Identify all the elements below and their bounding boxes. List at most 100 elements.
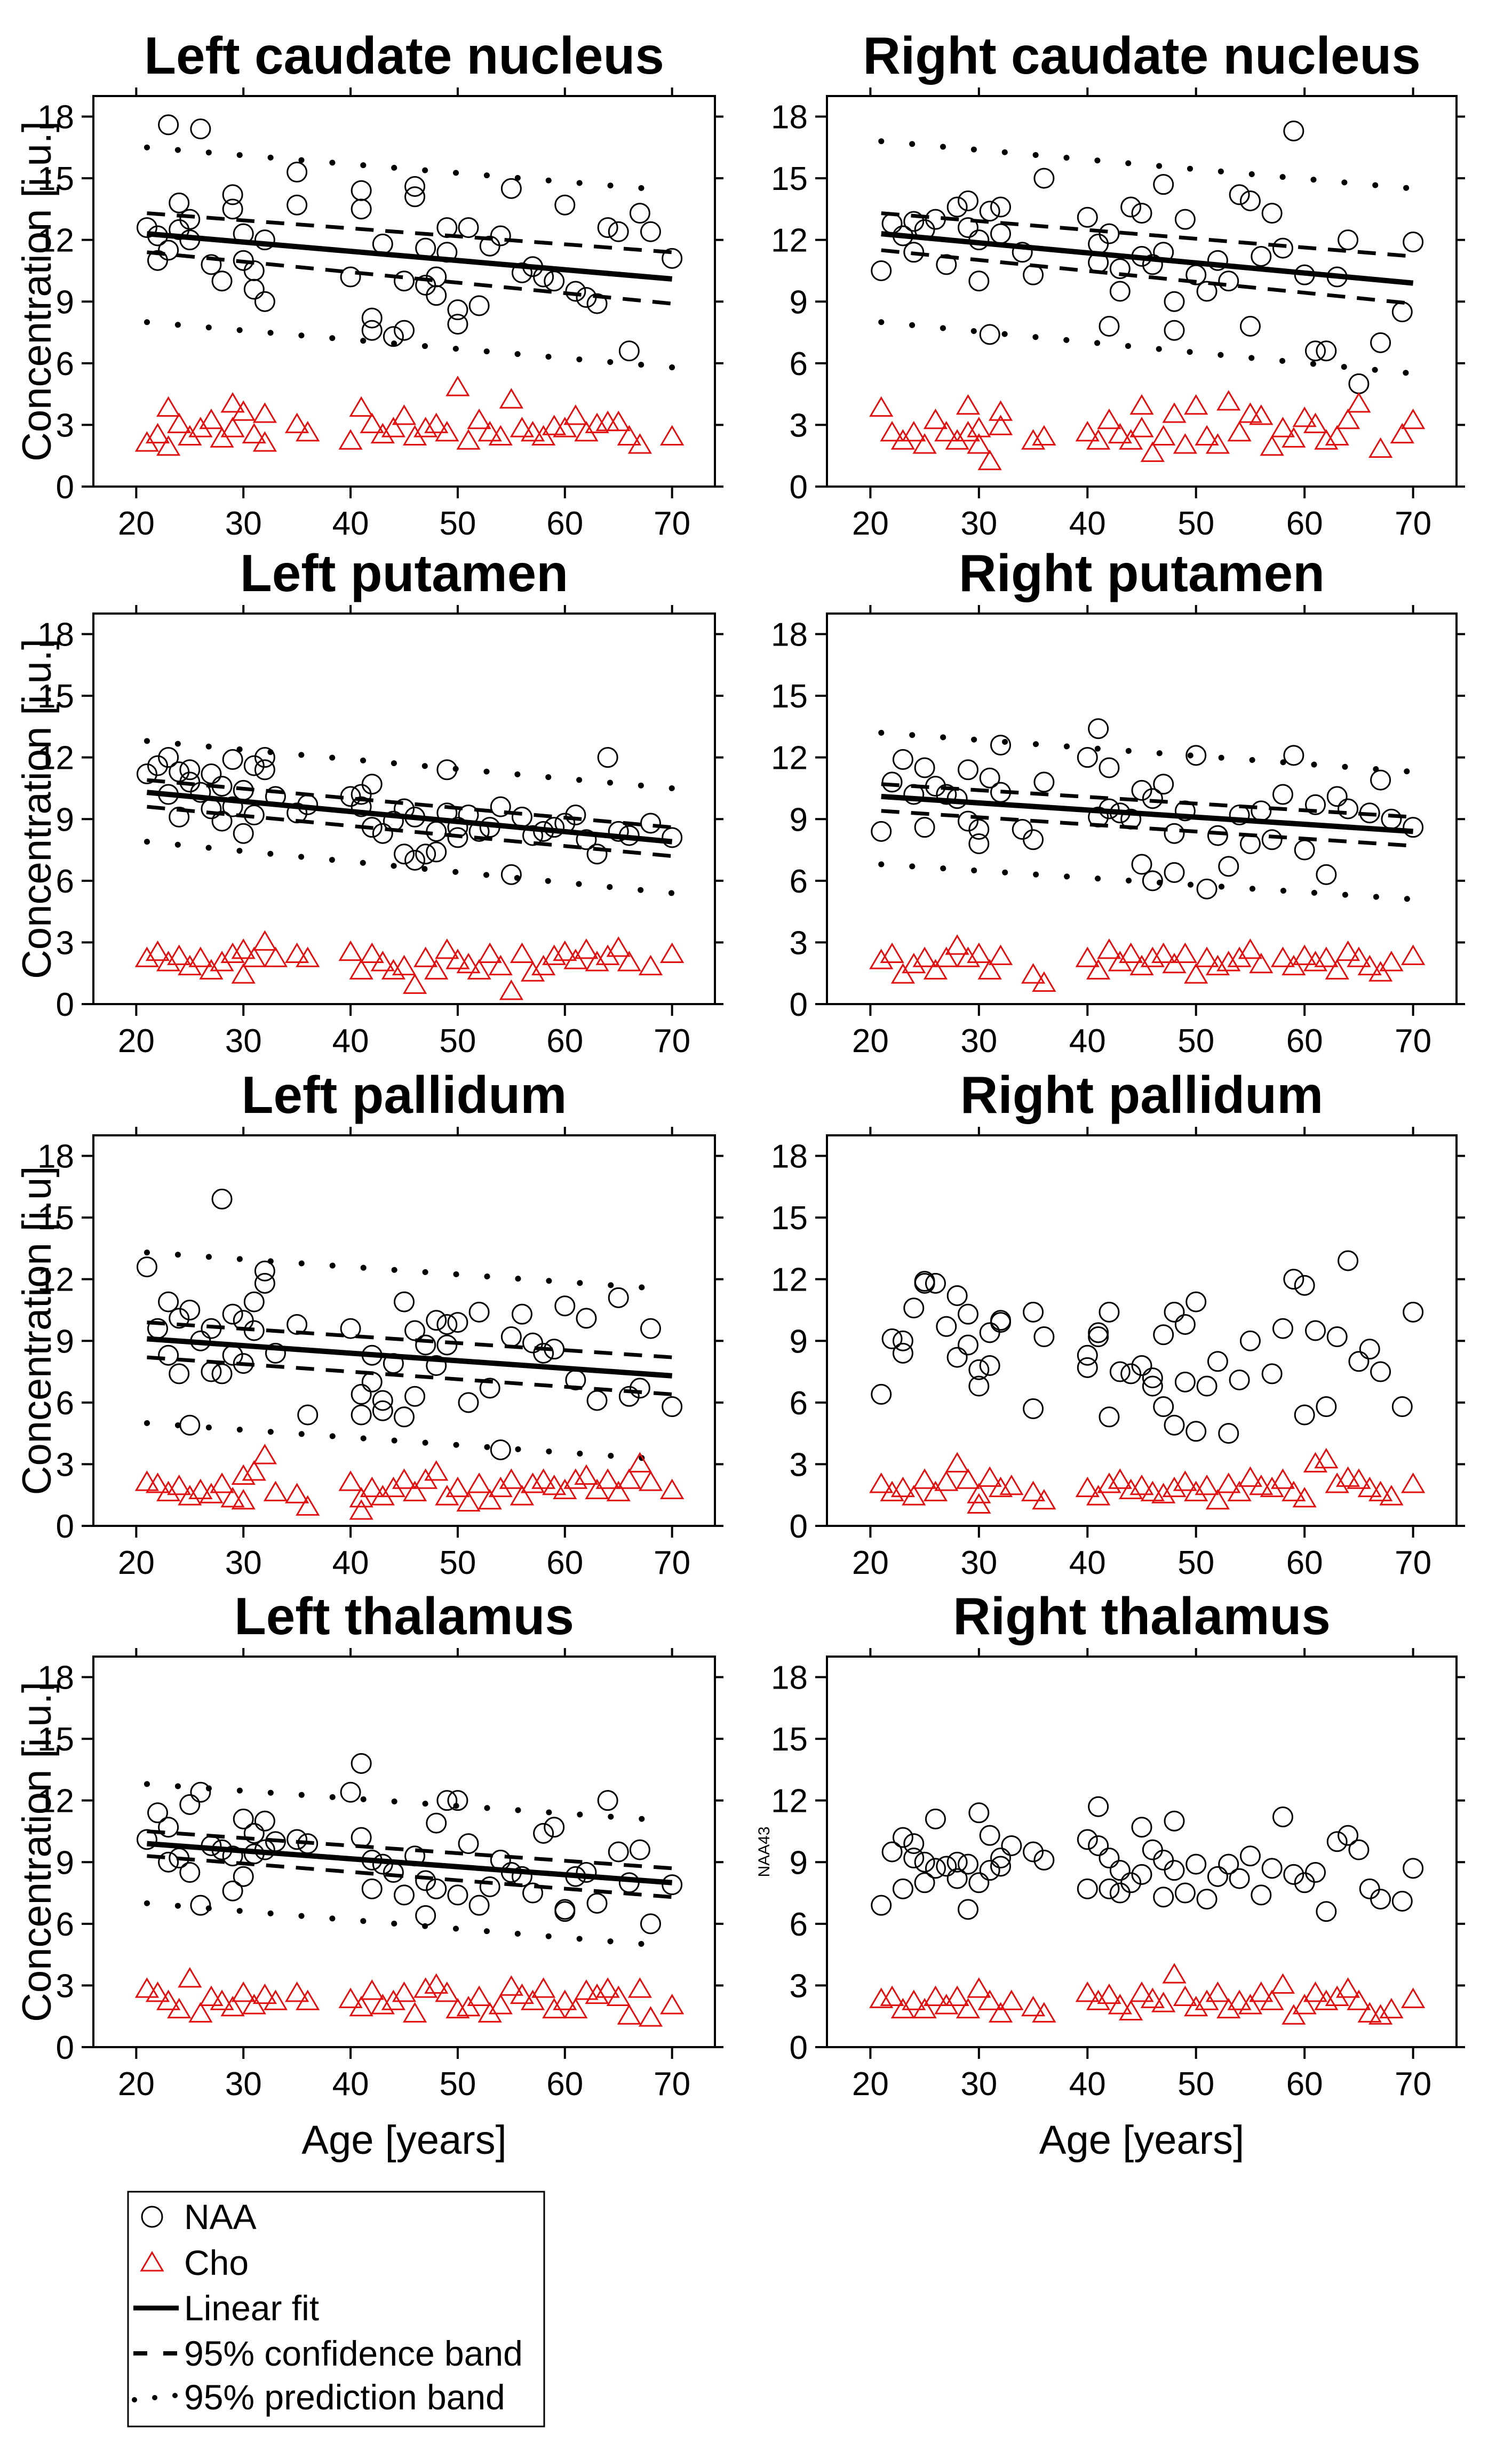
cho-point <box>606 410 631 432</box>
x-tick-label: 20 <box>118 1023 155 1060</box>
naa-point <box>458 1392 479 1413</box>
cho-point <box>370 950 395 972</box>
cho-point <box>880 1481 904 1501</box>
plot-frame <box>826 1134 1458 1527</box>
naa-point <box>968 1375 990 1397</box>
panel-right-thalamus: Right thalamus 20 30 40 50 60 70 0 3 6 9 12 15 18 NAA4… <box>755 1587 1465 2163</box>
x-tick-label: 40 <box>1069 505 1106 542</box>
naa-point <box>415 1905 436 1926</box>
cho-point <box>413 1977 438 1998</box>
naa-point <box>447 299 468 321</box>
cho-point <box>1129 1474 1154 1495</box>
x-tick-label: 30 <box>225 505 262 542</box>
x-tick-label: 50 <box>1177 1023 1214 1060</box>
y-tick-label: 15 <box>771 1721 808 1758</box>
naa-point <box>1164 1810 1185 1832</box>
cho-point <box>413 946 438 967</box>
naa-point <box>576 1308 597 1329</box>
naa-point <box>158 747 179 768</box>
cho-point <box>945 934 969 955</box>
naa-point <box>404 1386 426 1407</box>
naa-point <box>511 806 532 827</box>
cho-point <box>456 1491 481 1512</box>
cho-point <box>435 1981 459 2002</box>
naa-point <box>190 782 211 803</box>
naa-point <box>490 1849 511 1871</box>
naa-point <box>936 1316 957 1337</box>
naa-point <box>297 1404 319 1426</box>
x-tick-label: 60 <box>1286 1545 1323 1581</box>
y-tick-label: 15 <box>37 161 74 197</box>
naa-point <box>881 771 903 793</box>
cho-point <box>488 1476 513 1498</box>
cho-point <box>456 429 481 450</box>
cho-point <box>1216 1472 1241 1493</box>
legend-naa-label: NAA <box>184 2197 257 2237</box>
cho-point <box>1032 971 1056 992</box>
naa-point <box>297 1833 319 1855</box>
linear-fit-line <box>881 793 1413 834</box>
naa-point <box>1174 1882 1196 1904</box>
cho-point <box>445 949 470 969</box>
naa-point <box>179 1414 201 1436</box>
cho-point <box>520 1472 545 1493</box>
y-tick-label: 18 <box>37 99 74 136</box>
naa-point <box>903 242 925 263</box>
cho-point <box>606 936 631 957</box>
naa-point <box>458 217 479 238</box>
cho-point <box>617 950 641 972</box>
cho-point <box>563 1468 588 1489</box>
y-tick-label: 9 <box>790 284 808 321</box>
cho-point <box>1108 423 1132 444</box>
cho-point <box>934 420 959 442</box>
naa-point <box>287 162 308 183</box>
x-tick-label: 60 <box>1286 505 1323 542</box>
cho-point <box>1238 1993 1263 2015</box>
cho-point <box>445 1998 470 2019</box>
legend-pred-dot-icon <box>152 2395 157 2400</box>
panel-title: Left thalamus <box>234 1587 574 1645</box>
cho-point <box>285 412 309 433</box>
naa-point <box>936 784 957 805</box>
naa-point <box>1348 1839 1370 1860</box>
cho-point <box>1075 1981 1100 2002</box>
naa-point <box>158 1851 179 1873</box>
cho-point <box>1075 1476 1100 1498</box>
naa-point <box>1359 802 1380 824</box>
naa-point <box>957 1334 978 1356</box>
cho-point <box>934 946 959 967</box>
cho-point <box>1379 1998 1404 2019</box>
y-axis-title: NAA43 <box>755 1826 773 1877</box>
cho-point <box>338 940 363 961</box>
naa-point <box>147 1802 169 1824</box>
naa-point <box>500 178 522 199</box>
cho-point <box>145 423 170 444</box>
y-tick-label: 3 <box>790 1968 808 2004</box>
x-tick-label: 30 <box>225 2066 262 2103</box>
cho-point <box>1205 1489 1230 1510</box>
cho-point <box>1303 1981 1328 2002</box>
cho-point <box>285 1981 309 2002</box>
cho-point <box>520 420 545 442</box>
cho-point <box>145 940 170 961</box>
naa-point <box>243 1320 265 1341</box>
naa-point <box>979 201 1000 222</box>
naa-point <box>500 1862 522 1883</box>
cho-point <box>1097 938 1121 959</box>
x-axis-title: Age [years] <box>301 2118 506 2163</box>
cho-point <box>296 946 320 967</box>
x-tick-label: 30 <box>225 1545 262 1581</box>
cho-point <box>563 404 588 425</box>
cho-point <box>478 942 502 964</box>
naa-point <box>1326 1831 1348 1852</box>
y-tick-label: 3 <box>56 925 74 961</box>
legend-cho-marker-icon <box>140 2251 164 2272</box>
x-tick-label: 30 <box>960 1023 997 1060</box>
naa-point <box>957 1899 978 1920</box>
naa-point <box>640 813 661 834</box>
naa-point <box>1164 862 1185 883</box>
naa-point <box>1272 784 1293 805</box>
cho-point <box>402 973 427 994</box>
cho-point <box>488 1993 513 2015</box>
cho-point <box>1129 954 1154 976</box>
